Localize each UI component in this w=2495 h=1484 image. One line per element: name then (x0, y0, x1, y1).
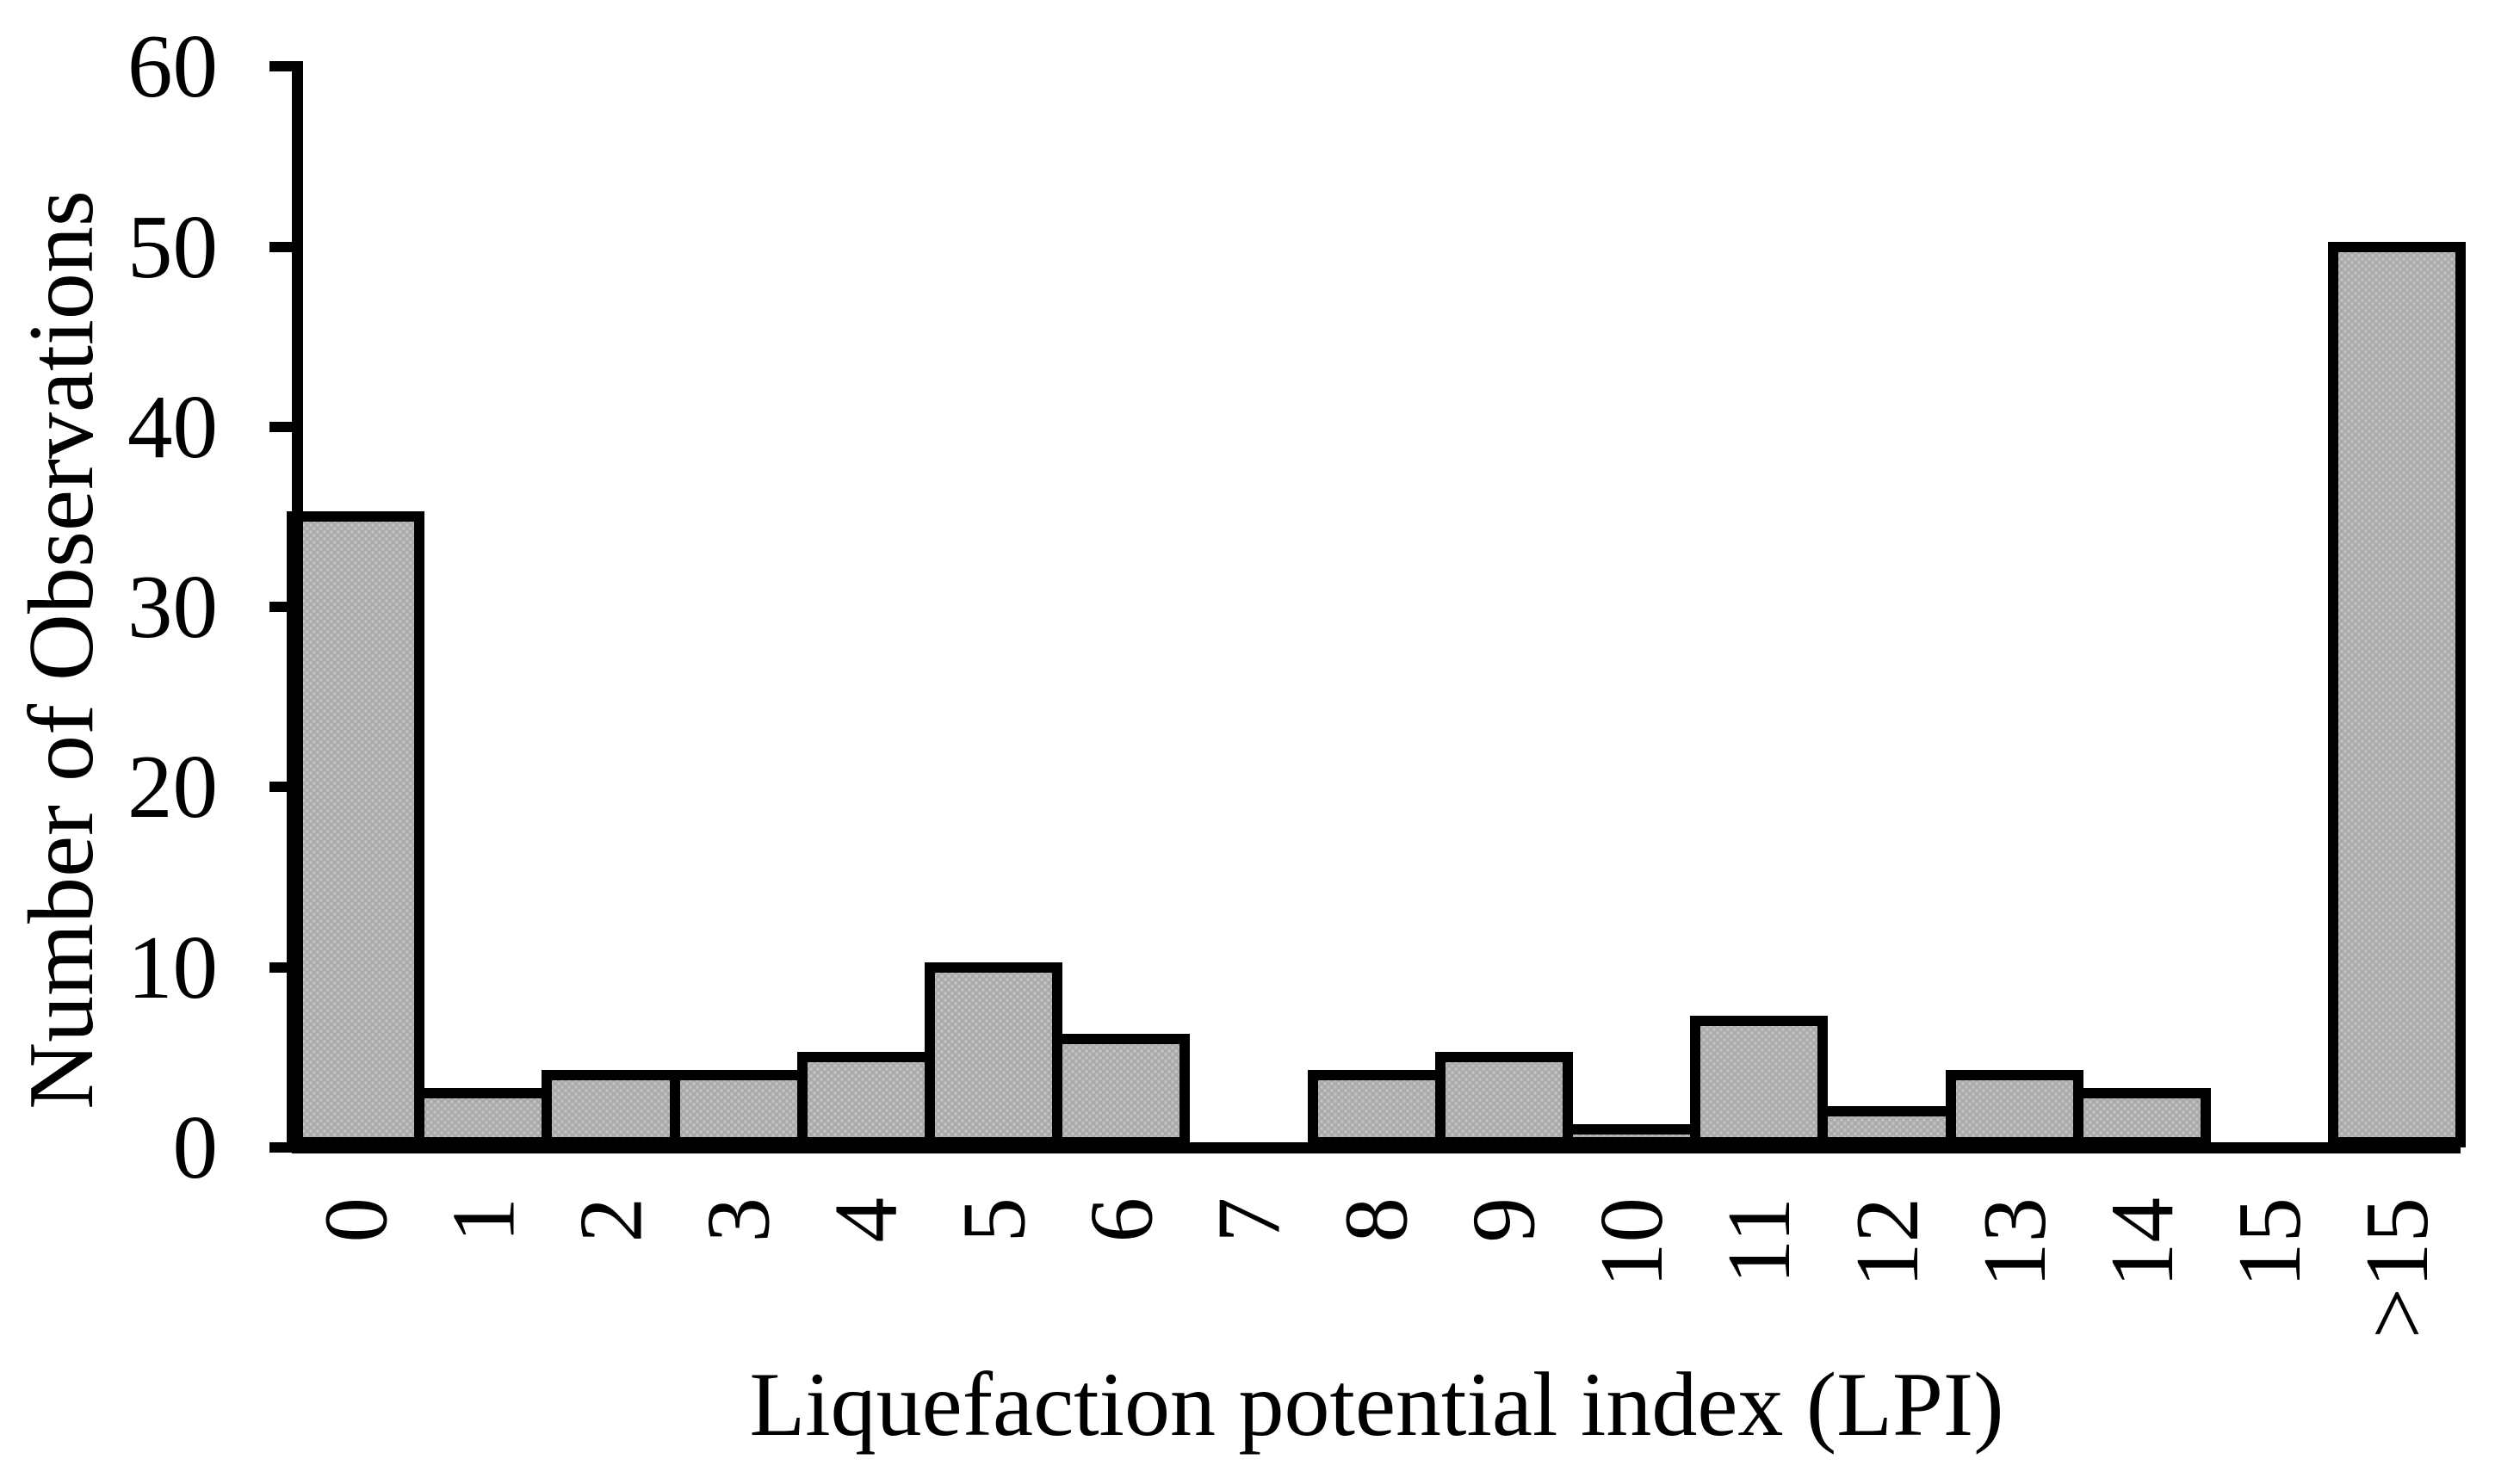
x-tick-label: 6 (1070, 1197, 1172, 1243)
x-tick-label: 0 (305, 1197, 406, 1243)
y-tick-mark (269, 602, 292, 613)
y-tick-label: 40 (127, 375, 218, 477)
bar-2 (542, 1070, 680, 1147)
y-tick-label: 50 (127, 195, 218, 297)
y-tick-label: 10 (127, 916, 218, 1017)
x-tick-label: 4 (814, 1197, 916, 1243)
bar-13 (1945, 1070, 2083, 1147)
x-tick-label: 15 (2219, 1197, 2320, 1288)
x-tick-label: 9 (1452, 1197, 1554, 1243)
y-tick-mark (269, 421, 292, 432)
y-tick-label: 60 (127, 15, 218, 117)
y-tick-label: 20 (127, 736, 218, 838)
y-tick-mark (269, 962, 292, 973)
y-tick-label: 0 (172, 1097, 219, 1197)
bar-3 (669, 1070, 808, 1147)
x-axis-line (292, 1142, 2461, 1153)
bar-14 (2072, 1088, 2211, 1147)
x-tick-label: 8 (1325, 1197, 1427, 1243)
y-tick-mark (269, 782, 292, 793)
bar-1 (414, 1088, 553, 1147)
y-tick-mark (269, 1142, 292, 1153)
x-tick-label: 12 (1836, 1197, 1937, 1288)
bar-8 (1307, 1070, 1446, 1147)
bar-11 (1690, 1016, 1829, 1147)
x-axis-title: Liquefaction potential index (LPI) (749, 1354, 2004, 1455)
x-tick-label: 5 (943, 1197, 1044, 1243)
bar->15 (2328, 241, 2467, 1147)
x-tick-label: 13 (1963, 1197, 2065, 1288)
bar-12 (1817, 1106, 1956, 1147)
x-tick-label: >15 (2346, 1197, 2448, 1339)
x-tick-label: 7 (1198, 1197, 1299, 1243)
x-tick-label: 10 (1581, 1197, 1682, 1288)
x-tick-label: 14 (2090, 1197, 2192, 1288)
y-tick-mark (269, 61, 292, 72)
y-tick-label: 30 (127, 556, 218, 658)
y-tick-mark (269, 241, 292, 252)
bar-5 (925, 962, 1063, 1147)
y-axis-line (292, 61, 303, 1153)
bar-0 (287, 511, 425, 1147)
bar-6 (1052, 1034, 1191, 1147)
bar-9 (1434, 1052, 1573, 1147)
x-tick-label: 11 (1708, 1197, 1810, 1285)
bar-4 (796, 1052, 935, 1147)
x-tick-label: 3 (687, 1197, 789, 1243)
x-tick-label: 2 (560, 1197, 661, 1243)
x-tick-label: 1 (432, 1197, 534, 1243)
